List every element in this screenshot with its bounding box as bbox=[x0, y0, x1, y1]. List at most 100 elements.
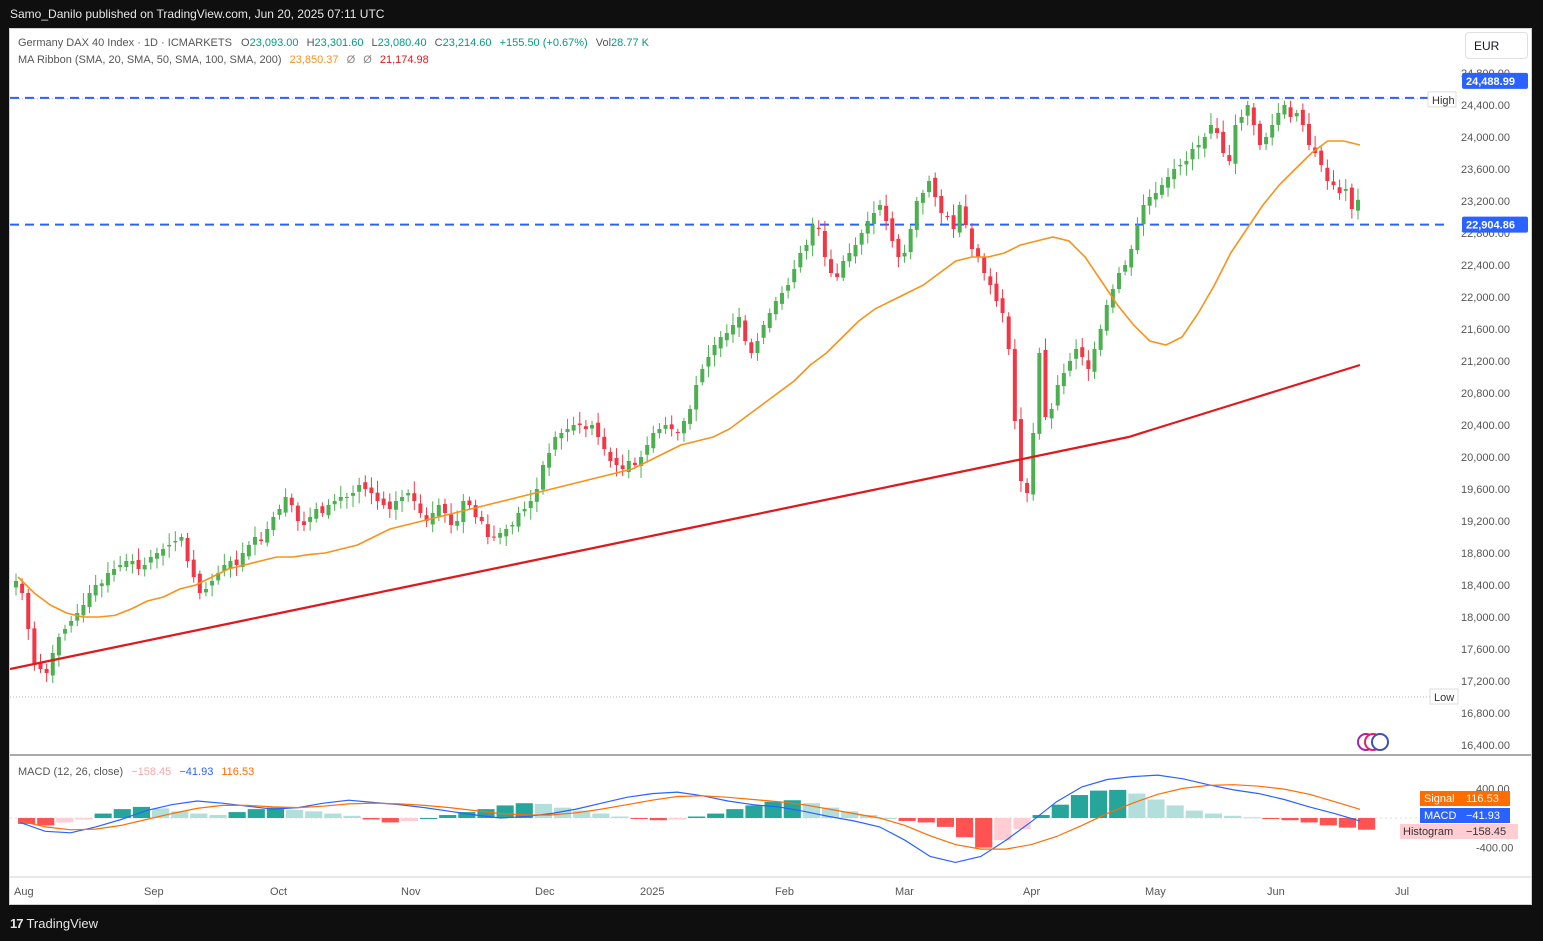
candle-body bbox=[26, 592, 31, 629]
candle-body bbox=[234, 559, 239, 565]
time-tick-label: Mar bbox=[895, 886, 914, 898]
macd-histogram-bar bbox=[573, 810, 591, 818]
macd-histogram-bar bbox=[1032, 815, 1050, 818]
macd-line bbox=[19, 774, 1361, 864]
macd-histogram-bar bbox=[764, 801, 782, 818]
legend-close: 23,214.60 bbox=[443, 37, 492, 49]
price-tick-label: 24,000.00 bbox=[1461, 132, 1510, 144]
candle-body bbox=[118, 565, 123, 568]
macd-histogram-bar bbox=[1166, 805, 1184, 818]
signal-tag-value: 116.53 bbox=[1466, 793, 1499, 805]
macd-histogram-bar bbox=[841, 811, 859, 818]
price-tick-label: 19,600.00 bbox=[1461, 484, 1510, 496]
candle-body bbox=[969, 228, 974, 249]
macd-legend-signal: 116.53 bbox=[221, 766, 254, 778]
macd-histogram-bar bbox=[496, 805, 514, 818]
macd-histogram-bar bbox=[554, 807, 572, 818]
candle-body bbox=[283, 497, 288, 513]
macd-histogram-bar bbox=[1185, 810, 1203, 818]
candle-body bbox=[963, 206, 968, 225]
candle-body bbox=[749, 342, 754, 353]
candle-body bbox=[167, 545, 172, 547]
currency-button[interactable]: EUR bbox=[1465, 32, 1528, 59]
candle-body bbox=[792, 269, 797, 283]
histogram-tag-value-bg bbox=[1462, 824, 1518, 839]
candle-body bbox=[865, 221, 870, 234]
candle-body bbox=[1031, 433, 1036, 495]
candle-body bbox=[596, 422, 601, 437]
macd-histogram-bar bbox=[324, 813, 342, 818]
candle-body bbox=[1270, 125, 1275, 138]
candle-body bbox=[1349, 187, 1354, 209]
macd-tag-label-bg bbox=[1420, 808, 1462, 823]
macd-histogram-bar bbox=[420, 818, 438, 819]
chart-frame[interactable]: 24,800.0024,400.0024,000.0023,600.0023,2… bbox=[9, 28, 1532, 905]
price-tick-label: 20,400.00 bbox=[1461, 420, 1510, 432]
candle-body bbox=[553, 437, 558, 450]
ma-value-4: 21,174.98 bbox=[380, 54, 429, 66]
candle-body bbox=[406, 493, 411, 496]
candle-body bbox=[491, 536, 496, 538]
candle-body bbox=[1025, 482, 1030, 493]
candle-body bbox=[302, 521, 307, 525]
price-tick-label: 19,200.00 bbox=[1461, 516, 1510, 528]
time-tick-label: Jul bbox=[1395, 886, 1409, 898]
candle-body bbox=[375, 492, 380, 501]
candle-body bbox=[559, 433, 564, 439]
macd-histogram-bar bbox=[362, 818, 380, 820]
legend-symbol: Germany DAX 40 Index · 1D · ICMARKETS bbox=[18, 37, 232, 49]
candle-body bbox=[945, 215, 950, 217]
candle-body bbox=[1215, 128, 1220, 133]
candle-body bbox=[829, 259, 834, 273]
macd-histogram-bar bbox=[822, 807, 840, 818]
candle-body bbox=[455, 521, 460, 526]
candle-body bbox=[1306, 123, 1311, 145]
high-label-bg bbox=[1427, 91, 1457, 108]
legend-c-label: C bbox=[435, 37, 443, 49]
candle-body bbox=[326, 505, 331, 516]
candle-body bbox=[1276, 113, 1281, 125]
macd-histogram-bar bbox=[611, 816, 629, 818]
time-tick-label: Dec bbox=[535, 886, 555, 898]
candle-body bbox=[216, 573, 221, 581]
histogram-tag-label: Histogram bbox=[1403, 826, 1453, 838]
macd-tag-label: MACD bbox=[1424, 810, 1456, 822]
event-icon-3 bbox=[1371, 733, 1389, 751]
candle-body bbox=[737, 317, 742, 328]
candle-body bbox=[1190, 149, 1195, 160]
macd-histogram-bar bbox=[1224, 815, 1242, 818]
candle-body bbox=[571, 425, 576, 431]
chart-svg[interactable]: 24,800.0024,400.0024,000.0023,600.0023,2… bbox=[9, 29, 1531, 904]
candle-body bbox=[99, 583, 104, 587]
price-tick-label: 16,800.00 bbox=[1461, 708, 1510, 720]
candle-body bbox=[522, 509, 527, 512]
macd-histogram-bar bbox=[1147, 799, 1165, 818]
candle-body bbox=[1000, 298, 1005, 313]
macd-histogram-bar bbox=[477, 809, 495, 818]
time-tick-label: Nov bbox=[401, 886, 421, 898]
tradingview-logo[interactable]: 17 TradingView bbox=[10, 916, 98, 931]
candle-body bbox=[1356, 199, 1360, 211]
indicator-icons[interactable] bbox=[1357, 733, 1389, 751]
time-tick-label: Aug bbox=[14, 886, 34, 898]
candle-body bbox=[1153, 193, 1158, 200]
candle-body bbox=[841, 261, 846, 278]
candle-body bbox=[44, 669, 49, 673]
candle-body bbox=[1147, 197, 1152, 206]
candle-body bbox=[1043, 349, 1048, 417]
time-tick-label: Oct bbox=[270, 886, 287, 898]
price-tick-label: 20,800.00 bbox=[1461, 388, 1510, 400]
candle-body bbox=[773, 301, 778, 315]
macd-histogram-bar bbox=[190, 813, 208, 818]
macd-histogram-bar bbox=[956, 818, 974, 838]
candle-body bbox=[1325, 167, 1330, 181]
candle-body bbox=[847, 253, 852, 262]
candle-body bbox=[412, 493, 417, 501]
time-tick-label: Jun bbox=[1267, 886, 1285, 898]
candle-body bbox=[50, 653, 55, 676]
macd-histogram-bar bbox=[1262, 818, 1280, 819]
macd-histogram-bar bbox=[37, 818, 55, 826]
candle-body bbox=[1239, 117, 1244, 123]
macd-histogram-bar bbox=[898, 818, 916, 821]
macd-histogram-bar bbox=[247, 809, 265, 818]
